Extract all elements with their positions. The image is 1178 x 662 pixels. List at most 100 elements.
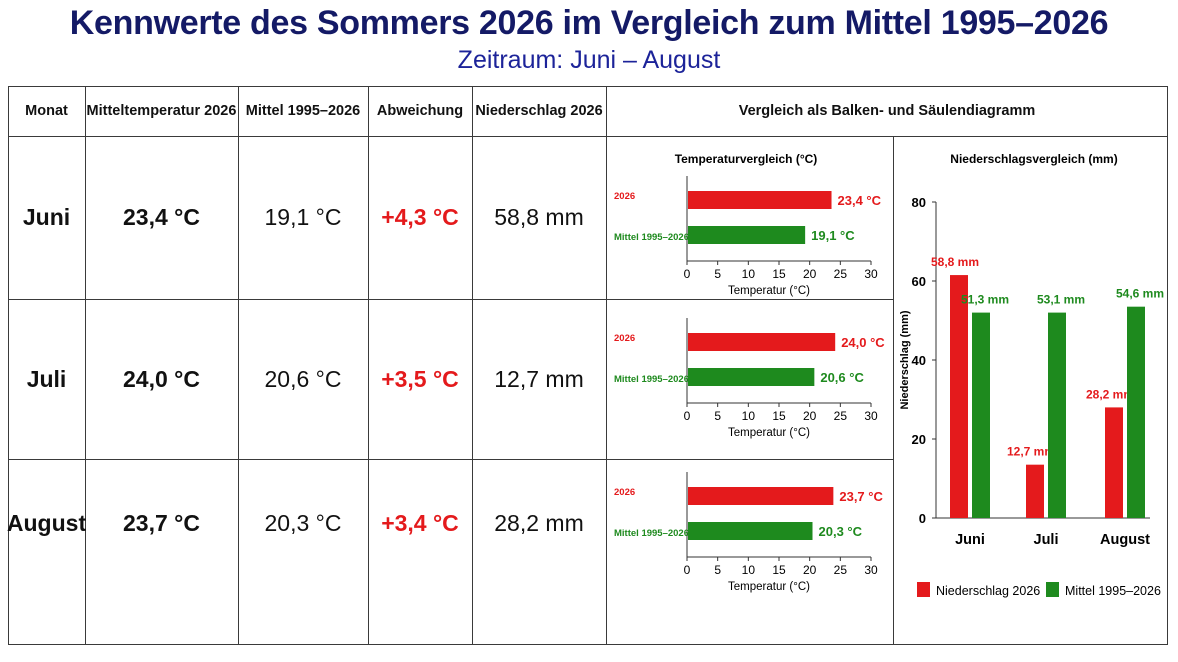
- column-value-label: 53,1 mm: [1037, 293, 1085, 307]
- summary-table: [8, 86, 1168, 645]
- header-mean: Mittel 1995–2026: [245, 103, 361, 119]
- cell-temp: 23,7 °C: [123, 509, 200, 536]
- column-2026: [1026, 464, 1044, 518]
- x-tick-label: 20: [803, 409, 817, 423]
- x-tick-label: 20: [803, 267, 817, 281]
- x-axis-label: Temperatur (°C): [728, 581, 810, 593]
- x-tick-label: 25: [834, 267, 848, 281]
- x-tick-label: 5: [714, 563, 721, 577]
- y-tick-label: 20: [912, 432, 926, 447]
- series-label: 2026: [614, 333, 635, 344]
- legend-swatch-mean: [1046, 582, 1059, 597]
- chart-title: Niederschlagsvergleich (mm): [950, 152, 1117, 166]
- header-chart: Vergleich als Balken- und Säulendiagramm: [738, 103, 1036, 119]
- cell-month: August: [6, 509, 87, 536]
- x-tick-label: 25: [834, 563, 848, 577]
- bar-value-label: 24,0 °C: [841, 335, 885, 350]
- cell-mean: 19,1 °C: [264, 204, 342, 230]
- x-tick-label: 30: [864, 409, 878, 423]
- column-2026: [1105, 407, 1123, 518]
- x-tick-label: 30: [864, 267, 878, 281]
- series-label: 2026: [614, 191, 635, 202]
- row-divider: [8, 299, 893, 300]
- column-value-label: 54,6 mm: [1116, 287, 1164, 301]
- header-precip-2026: Niederschlag 2026: [475, 103, 603, 119]
- column-divider: [368, 86, 369, 645]
- legend-label: Mittel 1995–2026: [1065, 584, 1161, 598]
- cell-precip: 28,2 mm: [494, 509, 584, 536]
- bar-mean: [688, 522, 813, 540]
- column-mean: [1127, 306, 1145, 518]
- x-tick-label: 30: [864, 563, 878, 577]
- header-deviation: Abweichung: [376, 103, 464, 119]
- cell-deviation: +3,5 °C: [381, 365, 459, 392]
- page-title: Kennwerte des Sommers 2026 im Vergleich …: [69, 4, 1109, 42]
- y-tick-label: 80: [912, 195, 926, 210]
- x-tick-label: 0: [684, 563, 691, 577]
- column-mean: [972, 312, 990, 518]
- series-label: 2026: [614, 487, 635, 498]
- cell-deviation: +3,4 °C: [381, 509, 459, 536]
- x-tick-label: 25: [834, 409, 848, 423]
- x-tick-label: Juli: [1034, 532, 1059, 548]
- series-label: Mittel 1995–2026: [614, 528, 689, 539]
- x-tick-label: 15: [772, 563, 786, 577]
- column-2026: [950, 275, 968, 518]
- chart-title: Temperaturvergleich (°C): [675, 152, 818, 166]
- bar-value-label: 23,7 °C: [839, 489, 883, 504]
- bar-value-label: 20,3 °C: [819, 524, 863, 539]
- bar-value-label: 19,1 °C: [811, 228, 855, 243]
- cell-mean: 20,6 °C: [264, 365, 342, 392]
- row-divider: [8, 459, 893, 460]
- bar-value-label: 23,4 °C: [838, 193, 882, 208]
- column-divider: [85, 86, 86, 645]
- x-tick-label: 10: [742, 563, 756, 577]
- x-tick-label: Juni: [955, 532, 985, 548]
- column-value-label: 28,2 mm: [1086, 387, 1134, 401]
- header-divider: [8, 136, 1168, 137]
- x-axis-label: Temperatur (°C): [728, 427, 810, 439]
- legend-label: Niederschlag 2026: [936, 584, 1040, 598]
- cell-temp: 23,4 °C: [123, 204, 200, 230]
- series-label: Mittel 1995–2026: [614, 374, 689, 385]
- cell-month: Juli: [26, 365, 67, 392]
- header-temp-2026: Mitteltemperatur 2026: [86, 103, 237, 119]
- x-axis-label: Temperatur (°C): [728, 285, 810, 297]
- y-tick-label: 60: [912, 274, 926, 289]
- x-tick-label: 10: [742, 409, 756, 423]
- x-tick-label: 0: [684, 409, 691, 423]
- x-tick-label: 5: [714, 267, 721, 281]
- cell-precip: 12,7 mm: [494, 365, 584, 392]
- x-tick-label: 10: [742, 267, 756, 281]
- bar-mean: [688, 226, 806, 244]
- column-value-label: 58,8 mm: [931, 255, 979, 269]
- series-label: Mittel 1995–2026: [614, 232, 689, 243]
- cell-mean: 20,3 °C: [264, 509, 342, 536]
- column-divider: [893, 136, 894, 645]
- y-axis-label: Niederschlag (mm): [899, 310, 911, 409]
- y-tick-label: 40: [912, 353, 926, 368]
- x-tick-label: 0: [684, 267, 691, 281]
- bar-mean: [688, 368, 815, 386]
- header-month: Monat: [25, 103, 68, 119]
- cell-deviation: +4,3 °C: [381, 204, 459, 230]
- x-tick-label: 15: [772, 267, 786, 281]
- cell-month: Juni: [22, 204, 71, 230]
- column-mean: [1048, 312, 1066, 518]
- x-tick-label: 15: [772, 409, 786, 423]
- x-tick-label: August: [1100, 532, 1150, 548]
- y-tick-label: 0: [919, 511, 926, 526]
- x-tick-label: 20: [803, 563, 817, 577]
- column-value-label: 51,3 mm: [961, 293, 1009, 307]
- legend-swatch-2026: [917, 582, 930, 597]
- column-divider: [238, 86, 239, 645]
- cell-precip: 58,8 mm: [494, 204, 584, 230]
- bar-2026: [688, 333, 836, 351]
- bar-2026: [688, 487, 834, 505]
- x-tick-label: 5: [714, 409, 721, 423]
- bar-2026: [688, 191, 832, 209]
- column-value-label: 12,7 mm: [1007, 445, 1055, 459]
- column-divider: [606, 86, 607, 645]
- column-divider: [472, 86, 473, 645]
